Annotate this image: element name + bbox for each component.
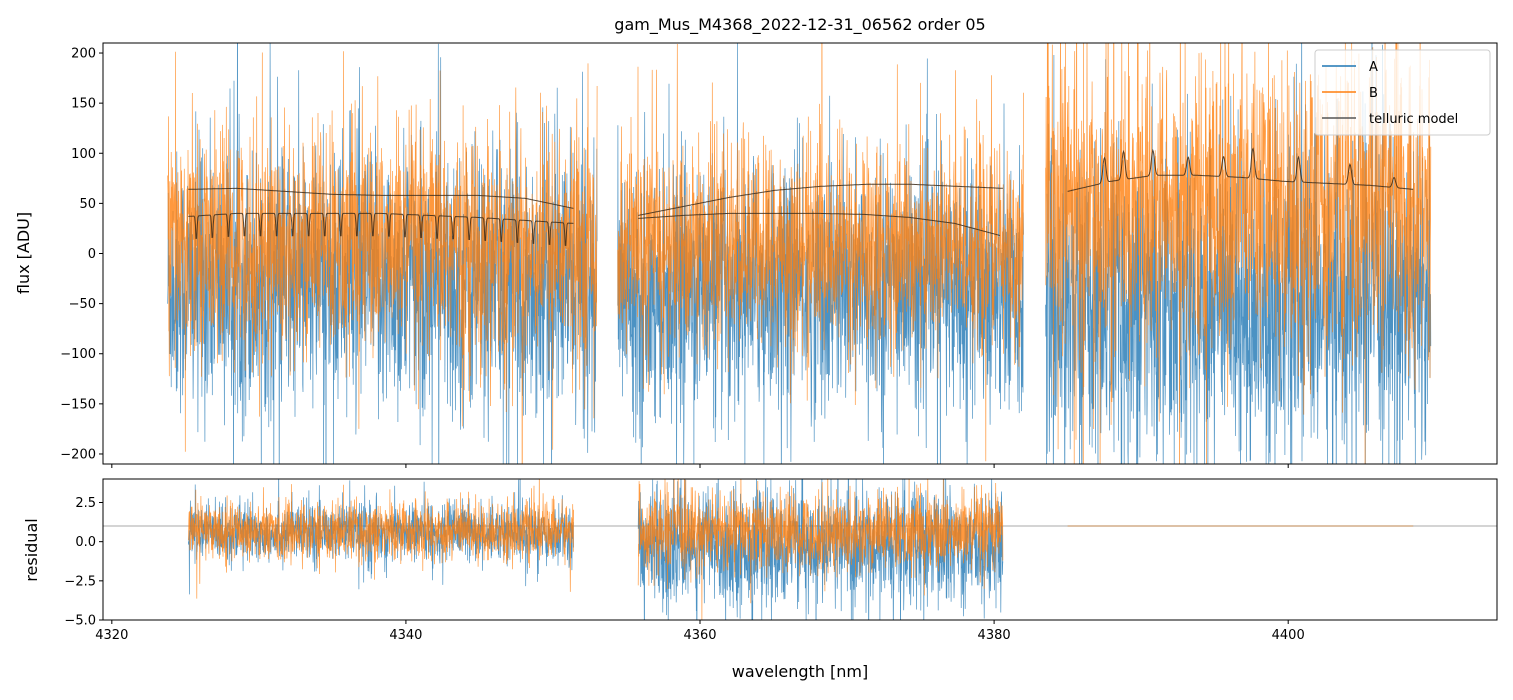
x-tick-label: 4360 bbox=[683, 628, 716, 643]
telluric-model-line-2 bbox=[188, 212, 574, 246]
legend-label-A: A bbox=[1369, 60, 1378, 75]
y-axis-label-flux: flux [ADU] bbox=[14, 212, 33, 294]
y-tick-label: 150 bbox=[71, 97, 96, 112]
y-tick-label: 200 bbox=[71, 47, 96, 62]
legend: A B telluric model bbox=[1314, 49, 1491, 136]
telluric-model-line-1 bbox=[188, 187, 574, 209]
y-tick-label: 0.0 bbox=[75, 535, 96, 550]
telluric-model-line-3 bbox=[638, 183, 1003, 216]
series-B-segment-1 bbox=[167, 51, 598, 464]
y-tick-label: −100 bbox=[60, 347, 96, 362]
series-B-segment-3 bbox=[1045, 43, 1432, 464]
telluric-model-line-4 bbox=[638, 212, 1001, 236]
x-tick-label: 4320 bbox=[95, 628, 128, 643]
chart-title: gam_Mus_M4368_2022-12-31_06562 order 05 bbox=[614, 15, 985, 35]
y-tick-label: 2.5 bbox=[75, 496, 96, 511]
y-tick-label: −150 bbox=[60, 397, 96, 412]
legend-label-telluric: telluric model bbox=[1369, 112, 1458, 127]
x-tick-label: 4400 bbox=[1272, 628, 1305, 643]
series-B-segment-2 bbox=[617, 43, 1024, 462]
telluric-model-line-5 bbox=[1067, 147, 1414, 192]
y-tick-label: −5.0 bbox=[64, 614, 96, 629]
x-tick-label: 4380 bbox=[978, 628, 1011, 643]
legend-label-B: B bbox=[1369, 86, 1378, 101]
y-tick-label: 0 bbox=[88, 247, 96, 262]
residual-axes-frame bbox=[102, 478, 1498, 621]
y-tick-label: 100 bbox=[71, 147, 96, 162]
residual-plot-area bbox=[103, 479, 1497, 620]
y-axis-label-residual: residual bbox=[22, 518, 41, 581]
x-axis-label: wavelength [nm] bbox=[732, 662, 869, 681]
x-tick-label: 4340 bbox=[389, 628, 422, 643]
series-B-segment-2 bbox=[637, 479, 1004, 620]
y-tick-label: −2.5 bbox=[64, 574, 96, 589]
y-tick-label: 50 bbox=[79, 197, 96, 212]
y-tick-label: −50 bbox=[69, 297, 96, 312]
flux-plot-area bbox=[167, 43, 1432, 464]
y-tick-label: −200 bbox=[60, 447, 96, 462]
series-B-segment-1 bbox=[187, 479, 574, 599]
